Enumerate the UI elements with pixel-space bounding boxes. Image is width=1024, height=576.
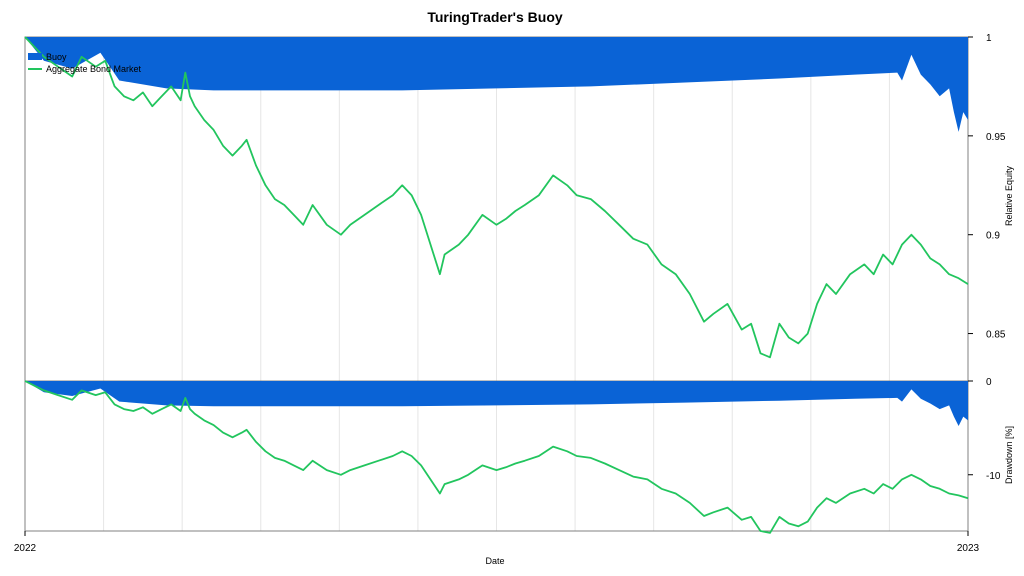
y-axis-label-drawdown: Drawdown [%] [1004,426,1014,484]
legend-swatch-buoy [28,53,42,60]
y-tick-label-drawdown: 0 [986,377,992,388]
x-axis-label: Date [485,556,504,566]
legend: Buoy Aggregate Bond Market [28,52,142,74]
y-tick-label-drawdown: -10 [986,471,1001,482]
y-tick-label-equity: 0.9 [986,231,1000,242]
y-tick-label-equity: 0.95 [986,132,1006,143]
y-tick-label-equity: 1 [986,33,992,44]
legend-label-buoy: Buoy [46,52,67,62]
plot-layer: 1 0.95 0.9 0.85 0 -10 2022 2023 [14,33,1006,554]
y-tick-label-equity: 0.85 [986,330,1006,341]
x-tick-label: 2022 [14,543,37,554]
series-bond-equity-line [24,36,969,359]
y-axis-label-equity: Relative Equity [1004,165,1014,226]
series-buoy-drawdown-area [25,381,968,426]
series-bond-drawdown-line [24,380,969,534]
series-buoy-equity-area [25,37,968,132]
x-tick-label: 2023 [957,543,980,554]
legend-label-bond: Aggregate Bond Market [46,64,142,74]
chart-title: TuringTrader's Buoy [427,9,563,25]
